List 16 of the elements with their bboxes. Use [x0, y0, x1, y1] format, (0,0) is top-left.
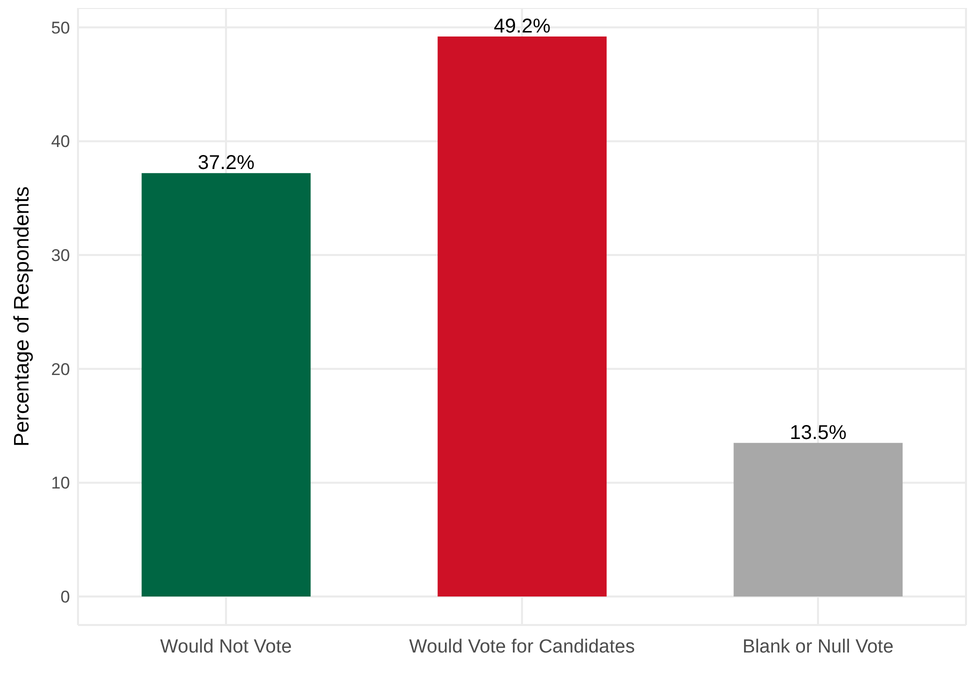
data-label: 37.2% — [198, 152, 255, 174]
y-tick-label: 10 — [51, 474, 70, 493]
y-tick-label: 50 — [51, 18, 70, 38]
y-tick-label: 20 — [51, 360, 70, 379]
bar — [142, 173, 311, 597]
data-label: 13.5% — [790, 422, 847, 444]
bar — [734, 442, 903, 597]
x-tick-label: Blank or Null Vote — [742, 636, 894, 658]
y-axis-title: Percentage of Respondents — [10, 186, 34, 447]
y-tick-label: 30 — [51, 246, 70, 266]
x-tick-label: Would Not Vote — [160, 636, 292, 658]
y-tick-label: 40 — [51, 132, 70, 152]
y-tick-label: 0 — [60, 588, 70, 607]
bar — [438, 36, 607, 597]
data-label: 49.2% — [494, 15, 551, 38]
x-tick-label: Would Vote for Candidates — [409, 636, 635, 658]
